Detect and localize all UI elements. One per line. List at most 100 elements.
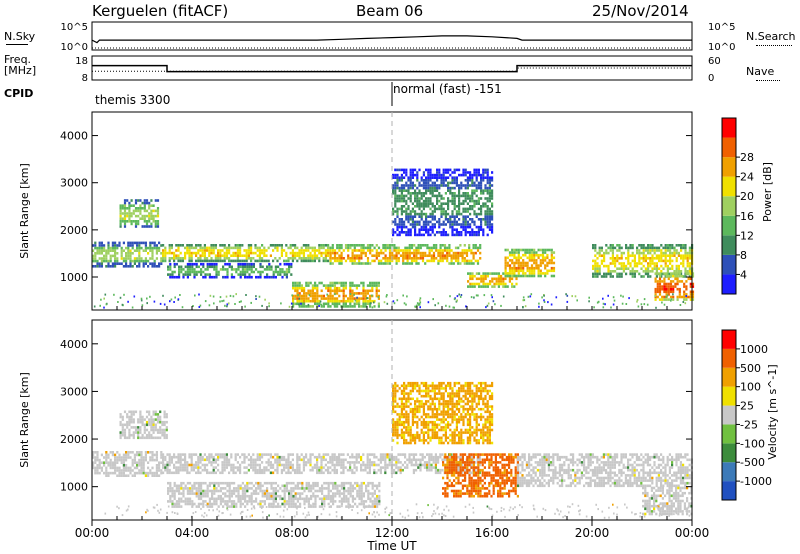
power-cell xyxy=(203,249,206,252)
power-cell xyxy=(263,249,266,252)
velocity-cell xyxy=(296,466,299,469)
nsky-panel: 10^5 10^0 10^5 10^0 xyxy=(61,21,735,53)
power-cell xyxy=(674,274,677,278)
velocity-cell xyxy=(132,426,135,429)
power-cell xyxy=(480,179,483,182)
velocity-cell xyxy=(132,420,135,424)
velocity-cell xyxy=(168,471,171,475)
power-cell xyxy=(425,197,428,200)
power-cell xyxy=(616,257,619,260)
power-cell xyxy=(665,298,668,301)
power-speckle xyxy=(612,303,615,306)
power-cell xyxy=(403,197,406,200)
power-colorbar-label: 24 xyxy=(740,171,754,184)
velocity-cell xyxy=(96,456,99,459)
power-cell xyxy=(316,289,319,293)
power-cell xyxy=(640,267,643,270)
velocity-cell xyxy=(360,463,363,467)
power-cell xyxy=(134,207,138,210)
power-cell xyxy=(222,275,225,279)
power-cell xyxy=(114,249,117,252)
velocity-cell xyxy=(239,497,242,501)
velocity-cell xyxy=(214,458,217,462)
velocity-cell xyxy=(179,461,182,464)
power-cell xyxy=(219,249,222,252)
power-cell xyxy=(342,305,345,308)
power-cell xyxy=(331,302,334,306)
power-cell xyxy=(484,168,487,172)
velocity-cell xyxy=(257,487,260,490)
power-cell xyxy=(469,179,472,182)
power-cell xyxy=(685,280,688,283)
velocity-cell xyxy=(188,471,191,475)
velocity-cell xyxy=(208,461,211,464)
power-cell xyxy=(144,259,147,263)
power-cell xyxy=(660,275,663,278)
power-cell xyxy=(462,202,465,205)
power-cell xyxy=(333,254,337,257)
power-speckle xyxy=(538,305,540,308)
velocity-cell xyxy=(133,456,136,459)
velocity-cell xyxy=(368,466,371,469)
velocity-cell xyxy=(415,463,418,467)
power-cell xyxy=(444,168,447,172)
velocity-cell xyxy=(107,464,110,467)
velocity-cell xyxy=(180,497,183,501)
velocity-cell xyxy=(428,463,431,467)
power-cell xyxy=(234,259,237,263)
velocity-cell xyxy=(136,453,139,457)
power-cell xyxy=(167,265,170,269)
power-cell xyxy=(336,286,339,290)
power-cell xyxy=(550,274,553,278)
power-cell xyxy=(669,259,672,263)
power-cell xyxy=(360,257,363,260)
power-cell xyxy=(400,176,403,179)
power-cell xyxy=(627,262,630,265)
velocity-cell xyxy=(163,428,166,432)
power-cell xyxy=(469,207,472,211)
velocity-cell xyxy=(296,461,299,464)
power-cell xyxy=(139,212,142,215)
power-cell xyxy=(250,251,253,255)
power-cell xyxy=(257,275,260,279)
power-cell xyxy=(333,289,336,293)
power-cell xyxy=(517,256,520,260)
power-cell xyxy=(400,192,403,195)
velocity-cell xyxy=(217,505,220,508)
power-speckle xyxy=(149,295,151,298)
power-cell xyxy=(464,228,467,231)
power-cell xyxy=(649,249,652,252)
power-cell xyxy=(407,228,410,231)
power-cell xyxy=(414,189,417,192)
power-cell xyxy=(300,294,303,298)
power-cell xyxy=(655,254,658,257)
velocity-cell xyxy=(277,489,280,493)
power-cell xyxy=(407,184,410,187)
velocity-cell xyxy=(152,413,155,416)
power-cell xyxy=(351,257,354,260)
power-cell xyxy=(327,302,330,306)
power-cell xyxy=(429,168,432,172)
power-cell xyxy=(171,273,174,276)
power-cell xyxy=(444,192,447,195)
power-cell xyxy=(420,212,423,216)
power-cell xyxy=(169,275,172,279)
power-cell xyxy=(213,262,216,266)
power-cell xyxy=(471,192,474,195)
power-cell xyxy=(468,249,471,252)
power-cell xyxy=(200,273,203,276)
power-cell xyxy=(446,259,449,263)
velocity-cell xyxy=(285,463,288,467)
velocity-cell xyxy=(211,497,214,501)
velocity-cell xyxy=(296,458,299,462)
velocity-cell xyxy=(219,481,222,485)
power-cell xyxy=(342,292,345,295)
power-cell xyxy=(407,233,410,237)
power-cell xyxy=(248,262,251,266)
power-cell xyxy=(396,199,399,203)
power-cell xyxy=(132,209,135,213)
velocity-cell xyxy=(342,458,345,462)
velocity-cell xyxy=(261,468,264,472)
velocity-cell xyxy=(459,455,462,459)
power-cell xyxy=(392,212,395,216)
